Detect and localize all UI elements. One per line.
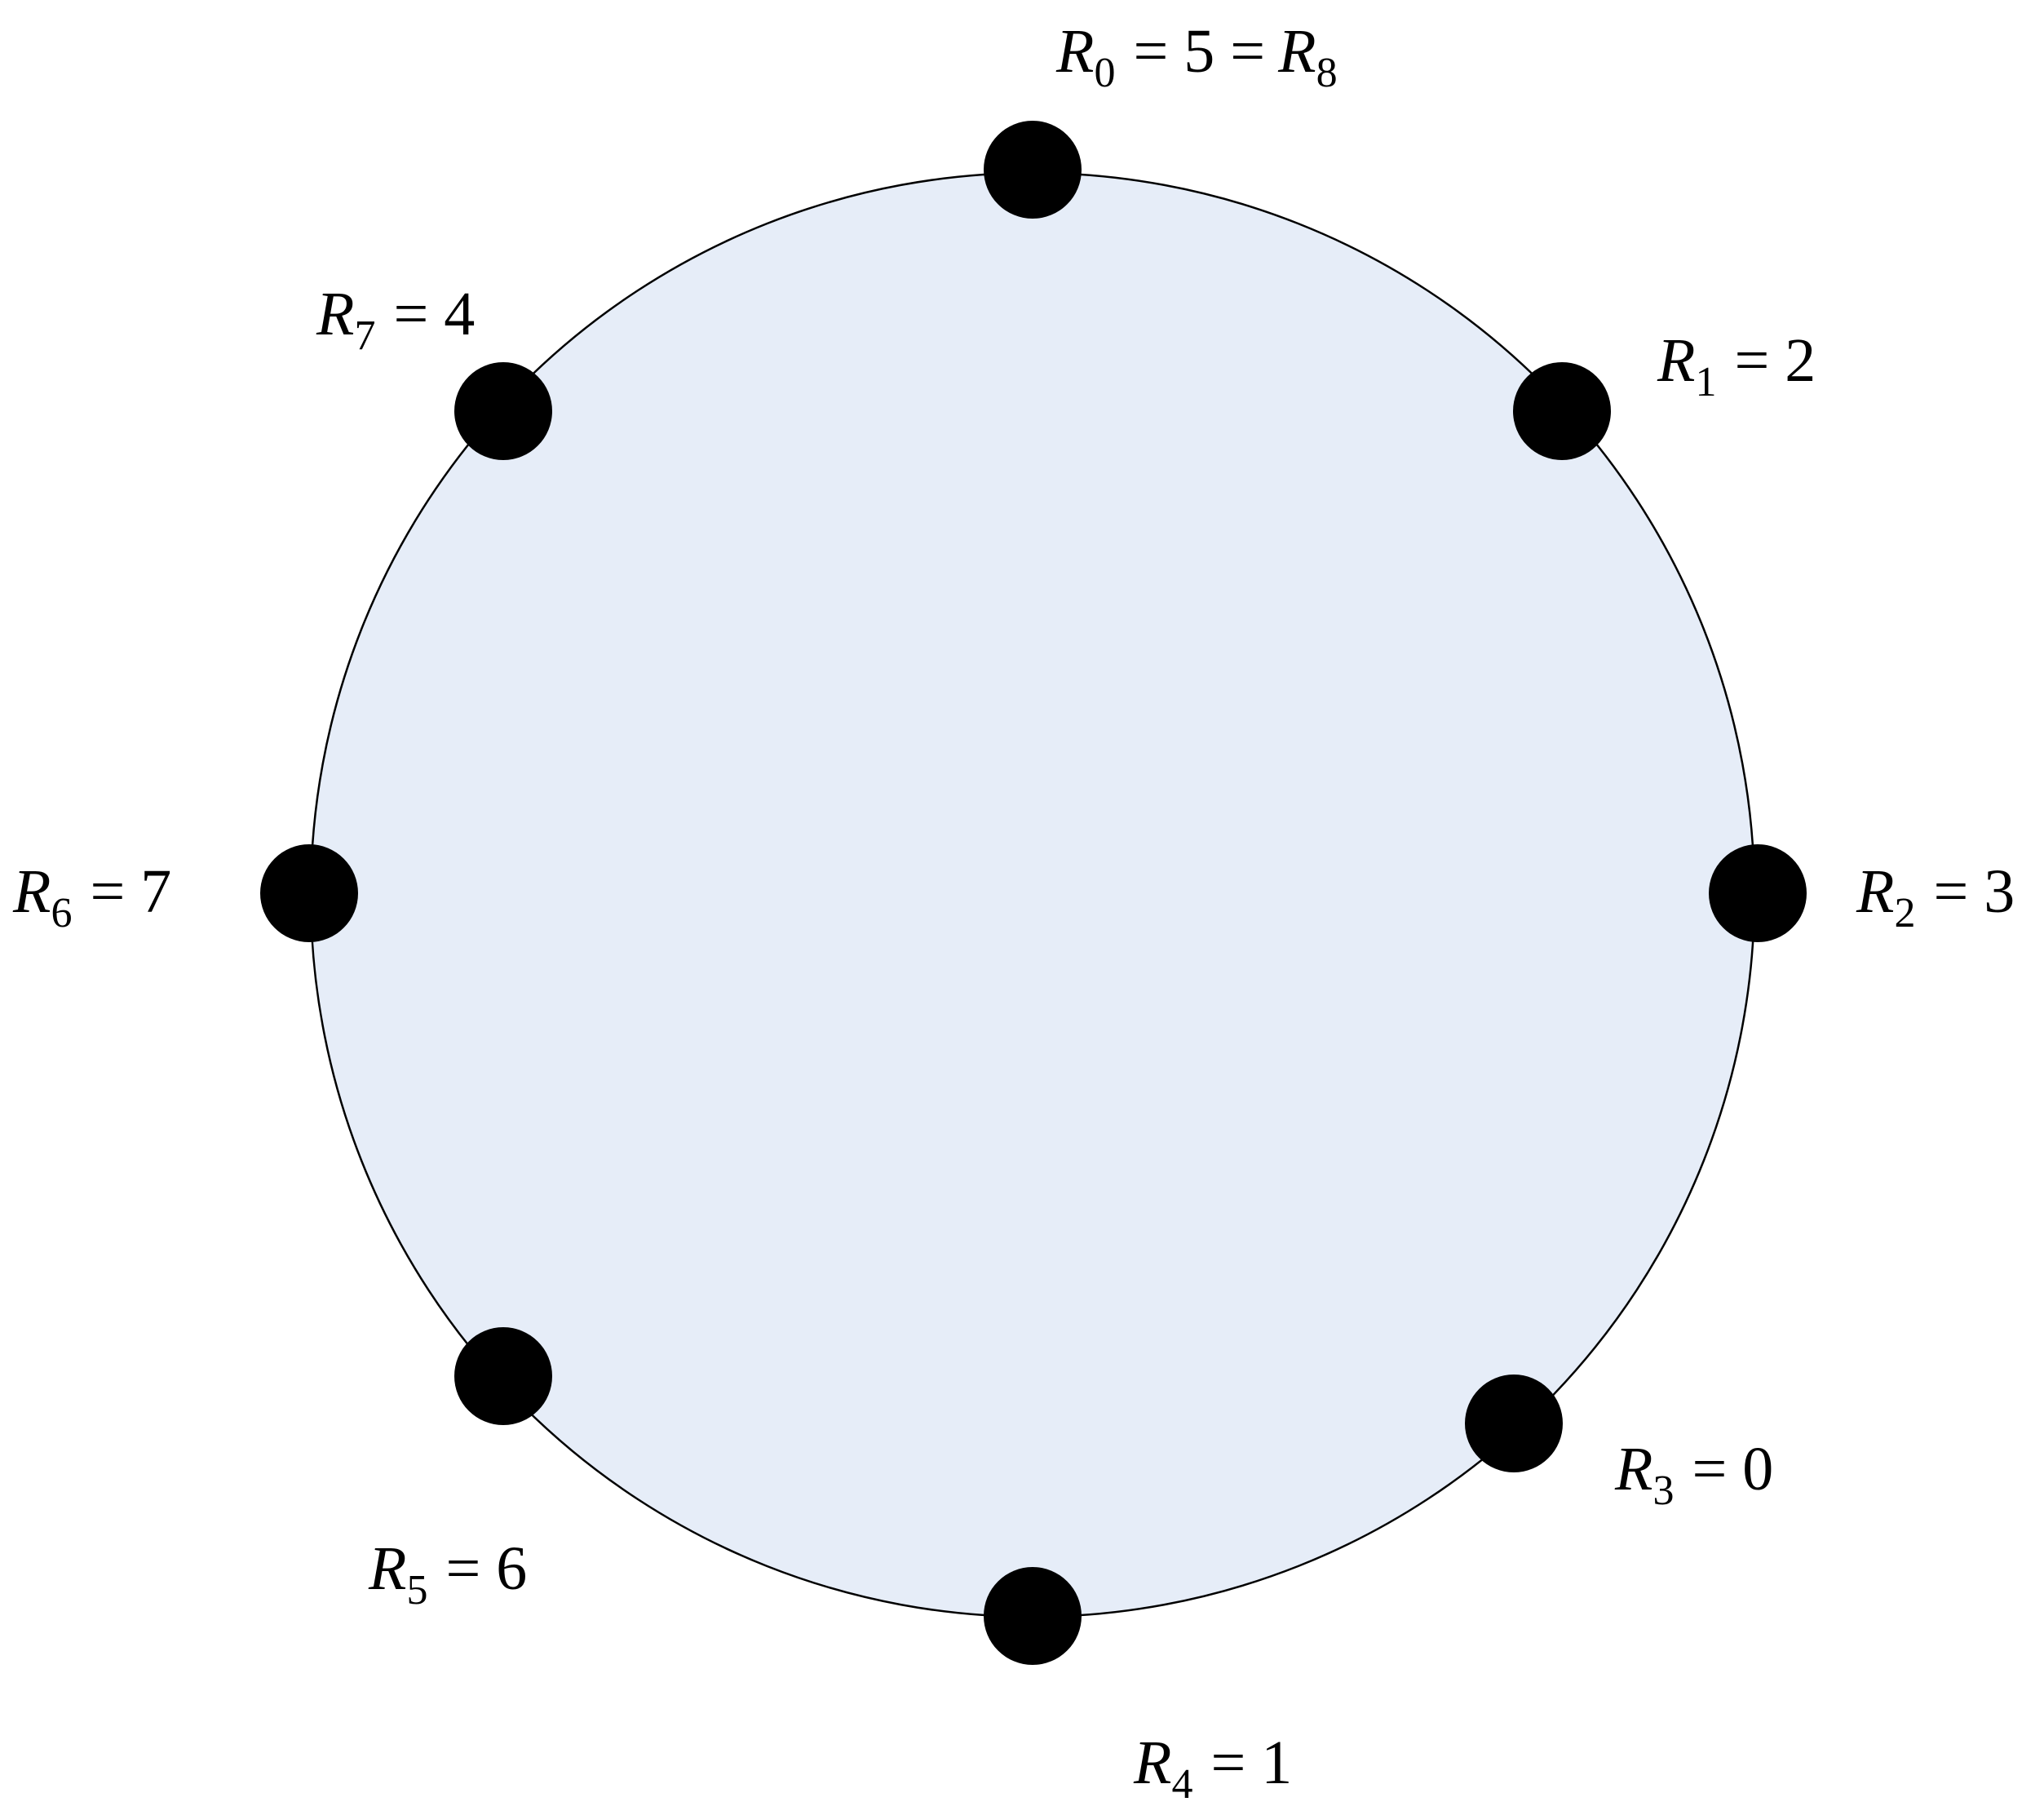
label-value: = 1 [1210,1729,1292,1797]
label-var: R [1614,1435,1652,1503]
node-dot-2 [1709,844,1807,942]
label-value: = 0 [1692,1435,1773,1503]
label-subscript: 0 [1094,50,1115,96]
node-dot-0 [984,121,1082,219]
label-var2: R [1277,17,1316,86]
node-label-1: R1 = 2 [1657,326,1816,405]
label-subscript: 1 [1695,359,1716,405]
label-var: R [12,857,51,926]
label-var: R [1856,857,1894,926]
label-subscript: 3 [1652,1467,1674,1514]
label-value: = 6 [445,1534,527,1603]
label-subscript: 7 [354,312,375,359]
label-var: R [1657,326,1695,395]
nodes-layer [260,121,1807,1665]
label-subscript2: 8 [1316,50,1338,96]
label-var: R [316,280,354,348]
label-value: = 7 [90,857,171,926]
node-label-2: R2 = 3 [1856,857,2015,936]
node-label-7: R7 = 4 [316,280,475,359]
label-value: = 3 [1933,857,2015,926]
label-value: = 2 [1734,326,1816,395]
node-dot-4 [984,1567,1082,1665]
node-dot-5 [454,1327,552,1425]
label-subscript: 5 [406,1567,427,1614]
node-label-6: R6 = 7 [12,857,171,936]
node-dot-1 [1513,362,1611,460]
label-var: R [1133,1729,1171,1797]
node-label-0: R0 = 5 = R8 [1055,17,1338,96]
label-value: = 4 [393,280,475,348]
node-dot-7 [454,362,552,460]
label-var: R [1055,17,1094,86]
label-subscript: 4 [1171,1761,1192,1808]
label-subscript: 2 [1894,890,1915,936]
label-subscript: 6 [51,890,72,936]
node-label-4: R4 = 1 [1133,1729,1292,1808]
node-label-3: R3 = 0 [1614,1435,1773,1514]
node-label-5: R5 = 6 [368,1534,527,1614]
label-value: = 5 = [1133,17,1265,86]
label-var: R [368,1534,406,1603]
node-dot-6 [260,844,358,942]
node-dot-3 [1465,1375,1563,1472]
